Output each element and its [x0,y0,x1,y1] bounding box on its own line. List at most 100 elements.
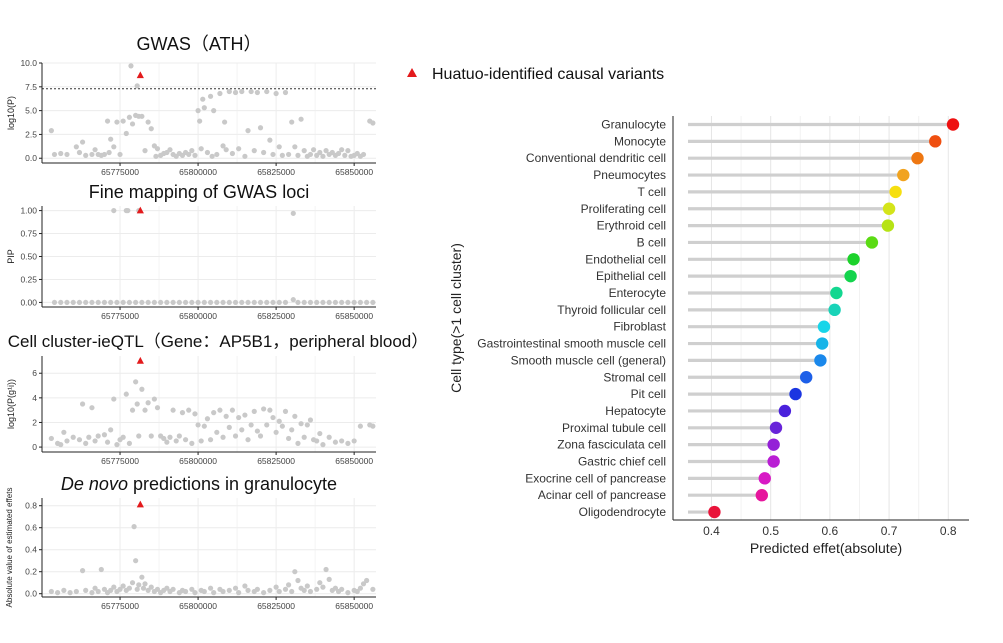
lollipop-dot [865,236,879,249]
data-point [98,566,104,573]
data-point [167,147,173,153]
data-point [207,93,214,99]
data-point [254,586,260,592]
data-point [220,434,226,440]
category-label: Erythroid cell [597,219,666,233]
x-tick-label: 65775000 [101,311,139,321]
data-point [289,119,295,125]
data-point [245,587,251,594]
data-point [139,113,145,119]
data-point [261,149,267,156]
y-axis-title: PIP [6,249,16,264]
data-point [310,147,317,153]
data-point [232,299,239,306]
data-point [214,429,220,435]
data-point [128,63,134,69]
data-point [108,136,114,142]
data-point [201,588,207,595]
data-point [140,585,147,591]
data-point [245,299,251,306]
data-point [242,153,248,159]
panel-title: De novo predictions in granulocyte [61,474,337,494]
data-point [120,299,126,306]
data-point [257,299,264,306]
data-point [151,299,157,306]
category-label: Fibroblast [613,320,666,334]
y-axis-title: Absolute value of estimated effets [5,488,14,608]
data-point [201,299,207,306]
data-point [326,576,332,583]
data-point [189,440,195,446]
data-point [154,586,161,592]
lollipop-dot [789,387,802,401]
y-tick-label: 0.4 [25,545,37,555]
data-point [320,442,326,448]
data-point [220,588,226,595]
y-tick-label: 0.0 [25,589,37,599]
data-point [257,433,264,439]
x-tick-label: 65775000 [101,167,139,177]
data-point [290,210,296,216]
data-point [326,299,332,306]
data-point [133,558,139,564]
data-point [332,585,339,591]
data-point [170,407,176,413]
data-point [189,299,195,306]
data-point [92,438,98,444]
data-point [70,299,76,306]
data-point [270,299,276,306]
data-point [360,151,367,158]
data-point [357,585,363,591]
data-point [345,148,351,154]
data-point [351,299,357,306]
data-point [134,586,140,592]
data-point [276,144,282,150]
x-tick-label: 65825000 [257,601,295,611]
data-point [83,587,89,594]
data-point [164,585,170,591]
y-tick-label: 0.25 [20,274,37,284]
data-point [342,152,348,158]
y-tick-label: 0.6 [25,523,37,533]
data-point [220,143,226,149]
data-point [217,407,223,413]
data-point [145,119,151,125]
data-point [335,150,342,157]
data-point [267,587,273,594]
data-point [270,414,276,421]
data-point [307,299,314,306]
data-point [195,108,201,114]
data-point [134,83,140,89]
data-point [285,582,292,588]
lollipop-dot [800,371,813,384]
data-point [282,299,289,306]
causal-variant-marker [136,356,144,364]
data-point [317,580,323,586]
data-point [154,405,161,411]
data-point [76,437,83,443]
panel-title: Cell cluster-ieQTL（Gene：AP5B1，peripheral… [8,332,428,351]
data-point [204,149,211,156]
data-point [83,440,89,446]
data-point [51,151,58,158]
data-point [111,396,117,402]
category-label: Gastric chief cell [578,455,666,469]
data-point [222,119,228,125]
data-point [307,417,314,423]
lollipop-dot [767,438,780,451]
lollipop-dot [778,404,792,418]
x-tick-label: 65825000 [257,456,295,466]
data-point [179,410,186,416]
scatter-panel-4: De novo predictions in granulocyte 657750… [5,474,376,611]
x-tick-label: 65850000 [335,456,373,466]
x-tick-label: 65775000 [101,601,139,611]
data-point [92,147,98,153]
data-point [170,586,176,592]
data-point [211,590,217,596]
data-point [279,152,285,158]
panel-title: GWAS（ATH） [137,34,262,54]
data-point [226,587,232,594]
data-point [108,427,114,433]
data-point [76,149,83,156]
lollipop-dot [814,354,827,367]
